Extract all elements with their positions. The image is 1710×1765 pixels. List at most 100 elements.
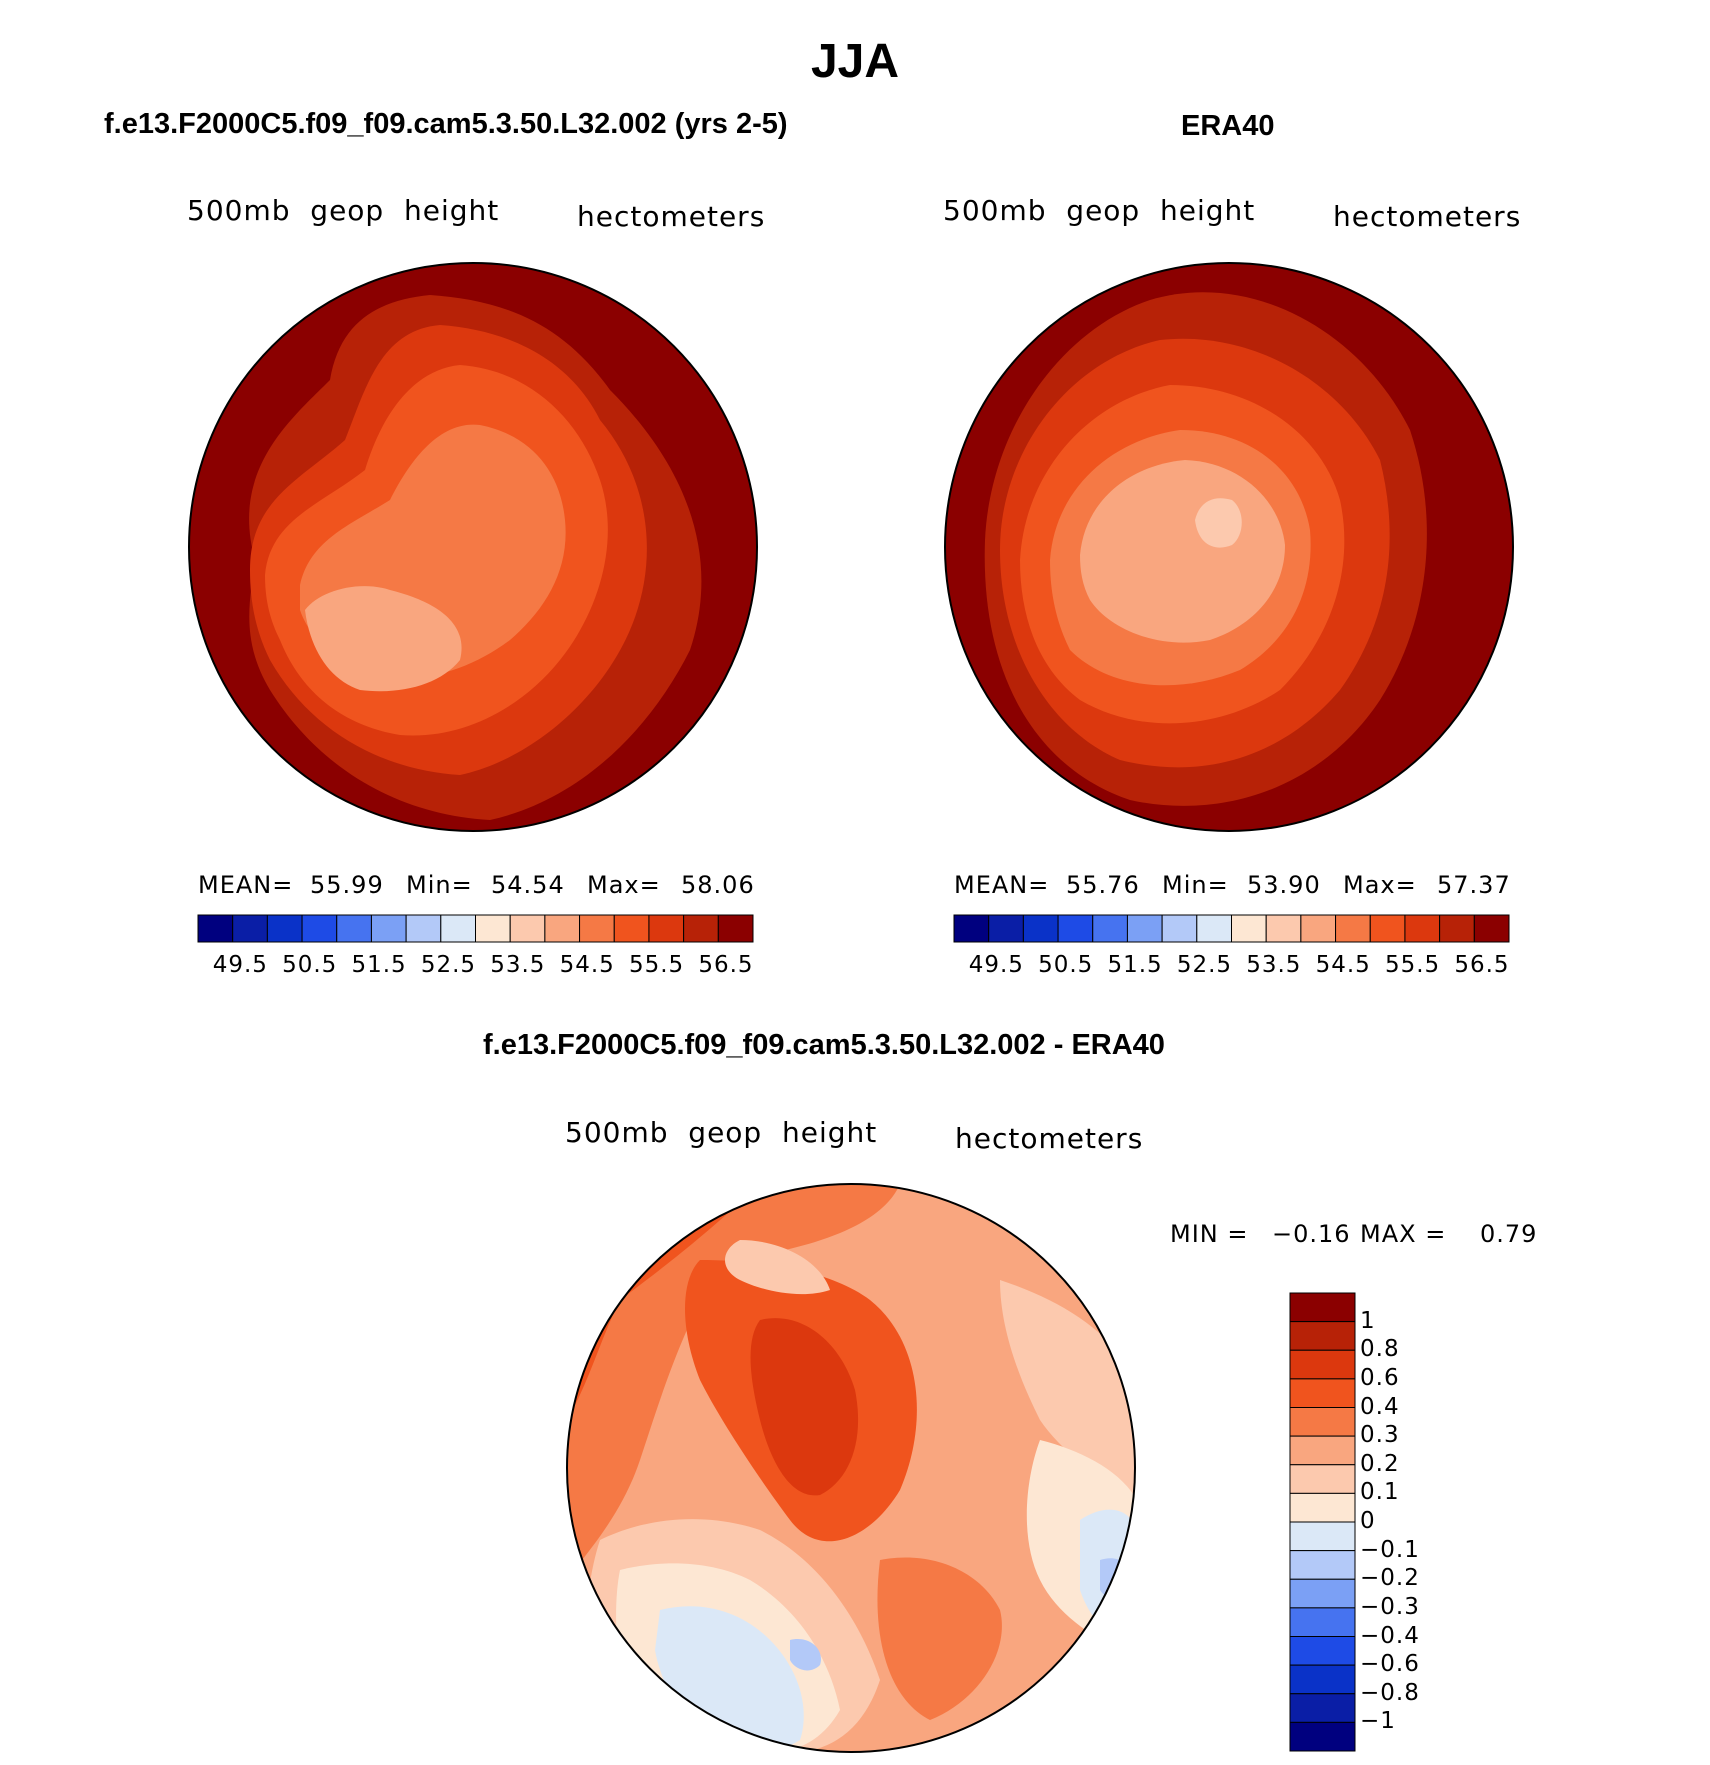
colorbar-cell <box>301 914 338 943</box>
panel2-case-title: ERA40 <box>1181 110 1275 142</box>
model-polar-map <box>189 263 757 831</box>
colorbar-cell <box>1289 1435 1356 1466</box>
colorbar-cell <box>266 914 303 943</box>
colorbar-cell <box>1289 1721 1356 1752</box>
colorbar-tick-label: 49.5 <box>212 952 268 978</box>
colorbar-tick-label: 0.4 <box>1360 1393 1400 1420</box>
colorbar-tick-label: 49.5 <box>968 952 1024 978</box>
panel1-min-value: 54.54 <box>491 871 565 899</box>
diff-units-label: hectometers <box>955 1122 1144 1155</box>
panel2-max-label: Max= <box>1343 871 1417 899</box>
colorbar-cell <box>1289 1664 1356 1695</box>
colorbar-tick-label: −0.8 <box>1360 1679 1420 1706</box>
colorbar-cell <box>717 914 754 943</box>
colorbar-tick-label: 53.5 <box>490 952 546 978</box>
colorbar-cell <box>1289 1321 1356 1351</box>
colorbar-cell <box>544 914 581 943</box>
panel1-mean-label: MEAN= <box>198 871 294 899</box>
colorbar-cell <box>1057 914 1094 943</box>
colorbar-tick-label: 54.5 <box>1315 952 1371 978</box>
diff-min-label: MIN = <box>1170 1220 1249 1248</box>
colorbar-cell <box>1289 1464 1356 1494</box>
diff-field-label: 500mb geop height <box>565 1116 878 1149</box>
colorbar-cell <box>1289 1492 1356 1523</box>
colorbar-tick-label: 0.3 <box>1360 1422 1400 1449</box>
colorbar-cell <box>683 914 719 943</box>
colorbar-cell <box>1289 1578 1356 1609</box>
colorbar-cell <box>648 914 685 943</box>
colorbar-cell <box>1289 1693 1356 1723</box>
colorbar-cell <box>475 914 511 943</box>
colorbar-tick-label: −0.2 <box>1360 1565 1420 1592</box>
colorbar-cell <box>1439 914 1475 943</box>
panel2-units-label: hectometers <box>1333 200 1522 233</box>
panel2-field-label: 500mb geop height <box>943 194 1256 227</box>
colorbar-tick-label: 51.5 <box>351 952 407 978</box>
colorbar-tick-label: 52.5 <box>420 952 477 978</box>
colorbar-cell <box>1265 914 1302 943</box>
diff-max-value: 0.79 <box>1480 1220 1538 1248</box>
colorbar-tick-label: 51.5 <box>1107 952 1163 978</box>
colorbar-tick-label: −0.6 <box>1360 1651 1420 1678</box>
panel1-colorbar <box>197 914 754 943</box>
colorbar-cell <box>509 914 546 943</box>
colorbar-cell <box>1289 1349 1356 1380</box>
colorbar-tick-label: 0 <box>1360 1508 1376 1534</box>
colorbar-cell <box>579 914 615 943</box>
colorbar-tick-label: 0.1 <box>1360 1479 1400 1506</box>
colorbar-tick-label: −1 <box>1360 1708 1396 1735</box>
colorbar-cell <box>1369 914 1406 943</box>
panel2-min-label: Min= <box>1162 871 1229 899</box>
colorbar-cell <box>1404 914 1441 943</box>
colorbar-cell <box>1161 914 1198 943</box>
colorbar-tick-label: 50.5 <box>1038 952 1094 978</box>
colorbar-cell <box>197 914 234 943</box>
diff-max-label: MAX = <box>1360 1220 1447 1248</box>
colorbar-tick-label: 56.5 <box>698 952 754 978</box>
diff-case-title: f.e13.F2000C5.f09_f09.cam5.3.50.L32.002 … <box>483 1029 1165 1061</box>
colorbar-tick-label: 0.6 <box>1360 1364 1400 1391</box>
colorbar-cell <box>370 914 407 943</box>
panel2-mean-label: MEAN= <box>954 871 1050 899</box>
panel1-colorbar-labels: 49.5 50.5 51.5 52.5 53.5 54.5 55.5 56.5 <box>198 952 753 982</box>
colorbar-cell <box>1289 1636 1356 1666</box>
colorbar-tick-label: −0.1 <box>1360 1536 1420 1563</box>
panel1-max-label: Max= <box>587 871 661 899</box>
difference-colorbar <box>1289 1292 1356 1752</box>
diff-colorbar-labels: 1 0.8 0.6 0.4 0.3 0.2 0.1 0 −0.1 −0.2 −0… <box>1360 1290 1450 1760</box>
colorbar-cell <box>1092 914 1128 943</box>
colorbar-tick-label: 54.5 <box>559 952 615 978</box>
colorbar-cell <box>232 914 268 943</box>
colorbar-tick-label: 0.8 <box>1360 1336 1400 1363</box>
colorbar-tick-label: −0.3 <box>1360 1593 1420 1620</box>
panel2-mean-value: 55.76 <box>1066 871 1140 899</box>
page-title: JJA <box>810 35 900 88</box>
colorbar-cell <box>613 914 650 943</box>
colorbar-tick-label: −0.4 <box>1360 1622 1420 1649</box>
colorbar-cell <box>1231 914 1267 943</box>
panel2-min-value: 53.90 <box>1247 871 1321 899</box>
colorbar-cell <box>1196 914 1232 943</box>
colorbar-cell <box>1335 914 1371 943</box>
colorbar-cell <box>1289 1292 1356 1323</box>
colorbar-cell <box>1300 914 1337 943</box>
colorbar-tick-label: 55.5 <box>628 952 685 978</box>
panel1-field-label: 500mb geop height <box>187 194 500 227</box>
colorbar-cell <box>1289 1521 1356 1552</box>
colorbar-cell <box>1473 914 1510 943</box>
colorbar-cell <box>988 914 1024 943</box>
colorbar-cell <box>1289 1607 1356 1637</box>
panel1-min-label: Min= <box>406 871 473 899</box>
colorbar-cell <box>1126 914 1163 943</box>
colorbar-tick-label: 53.5 <box>1246 952 1302 978</box>
panel1-units-label: hectometers <box>577 200 766 233</box>
panel2-stats: MEAN= 55.76 Min= 53.90 Max= 57.37 <box>954 871 1510 901</box>
colorbar-cell <box>405 914 442 943</box>
colorbar-cell <box>440 914 476 943</box>
colorbar-tick-label: 55.5 <box>1384 952 1441 978</box>
colorbar-cell <box>953 914 990 943</box>
colorbar-tick-label: 0.2 <box>1360 1450 1400 1477</box>
colorbar-cell <box>336 914 372 943</box>
colorbar-tick-label: 52.5 <box>1176 952 1233 978</box>
